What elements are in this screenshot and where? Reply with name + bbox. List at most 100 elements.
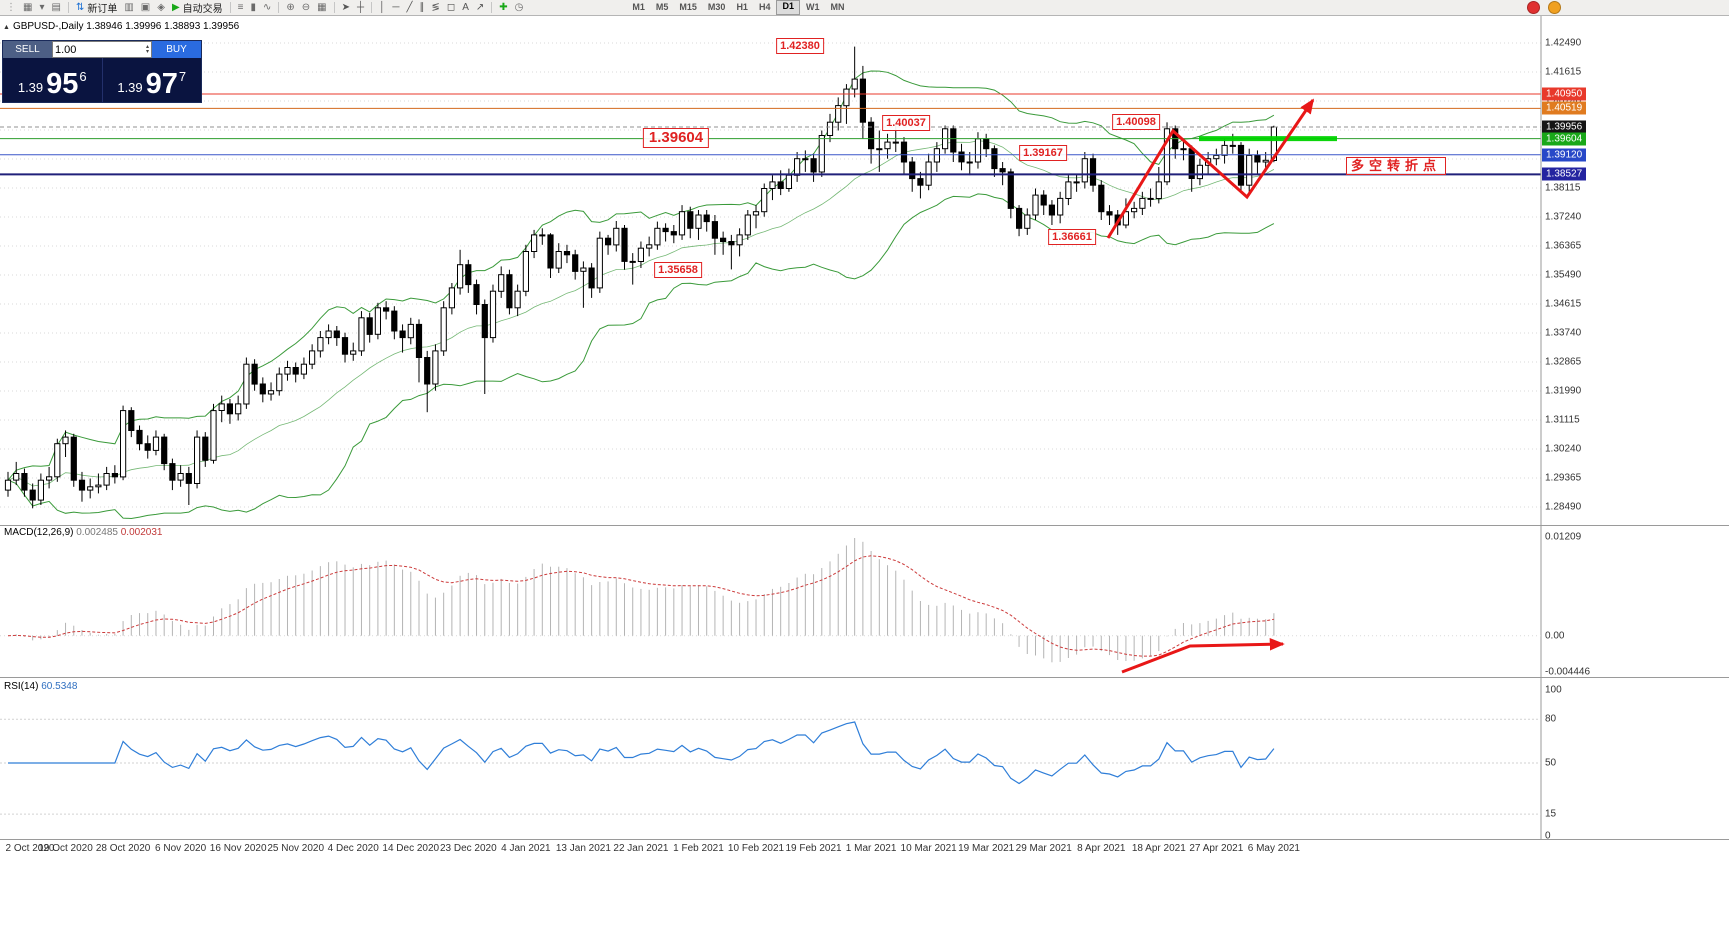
bollinger-upper-band bbox=[7, 70, 1275, 481]
volume-input[interactable]: 1.00 ▴ ▾ bbox=[52, 41, 152, 58]
one-click-controls-row: SELL 1.00 ▴ ▾ BUY bbox=[3, 41, 201, 58]
price-annotation[interactable]: 1.42380 bbox=[776, 38, 824, 54]
profiles-icon[interactable]: ▤ bbox=[48, 1, 63, 15]
news-badge-icon[interactable] bbox=[1548, 1, 1561, 14]
timeframe-m30[interactable]: M30 bbox=[707, 2, 726, 12]
price-annotation[interactable]: 1.36661 bbox=[1048, 229, 1096, 245]
macd-signal-value: 0.002031 bbox=[120, 527, 163, 538]
channel-icon[interactable]: ∥ bbox=[416, 1, 427, 15]
bars-chart-icon: ≡ bbox=[237, 1, 244, 13]
timeframe-h1[interactable]: H1 bbox=[736, 2, 748, 12]
crosshair-icon: ┼ bbox=[357, 1, 365, 13]
toolbar-handle-icon: ⋮ bbox=[6, 1, 16, 13]
macd-main-value: 0.002485 bbox=[76, 527, 118, 538]
timeframe-m5[interactable]: M5 bbox=[655, 2, 669, 12]
one-click-trading-panel: SELL 1.00 ▴ ▾ BUY 1.39 95 6 1.39 97 7 bbox=[2, 40, 202, 103]
buy-price[interactable]: 1.39 97 7 bbox=[103, 58, 202, 102]
sell-price-small: 1.39 bbox=[17, 80, 44, 95]
candles-chart-icon: ▮ bbox=[250, 1, 256, 13]
price-annotation[interactable]: 1.40037 bbox=[882, 115, 930, 131]
timeframe-d1[interactable]: D1 bbox=[776, 0, 800, 15]
volume-down-icon[interactable]: ▾ bbox=[145, 48, 149, 55]
macd-histogram bbox=[15, 538, 1275, 663]
rsi-value: 60.5348 bbox=[41, 681, 78, 692]
toolbar-separator bbox=[229, 2, 231, 13]
new-chart-icon[interactable]: ▦ bbox=[20, 1, 35, 15]
macd-indicator-label: MACD(12,26,9) 0.002485 0.002031 bbox=[4, 527, 162, 538]
price-annotation[interactable]: 1.39167 bbox=[1019, 145, 1067, 161]
crosshair-icon[interactable]: ┼ bbox=[354, 1, 367, 15]
volume-stepper[interactable]: ▴ ▾ bbox=[145, 43, 149, 55]
chart-dropdown-icon[interactable]: ▾ bbox=[36, 1, 47, 15]
navigator-icon: ◈ bbox=[157, 1, 165, 13]
text-annotation[interactable]: 多空转折点 bbox=[1345, 157, 1447, 175]
price-annotation[interactable]: 1.40098 bbox=[1112, 114, 1160, 130]
zoom-out-icon[interactable]: ⊖ bbox=[299, 1, 313, 15]
zoom-in-icon: ⊕ bbox=[286, 1, 295, 13]
timeframe-group: M1 M5 M15 M30 H1 H4 D1 W1 MN bbox=[627, 0, 849, 15]
price-annotation[interactable]: 1.35658 bbox=[654, 262, 702, 278]
toolbar-handle-icon[interactable]: ⋮ bbox=[3, 1, 19, 15]
buy-button[interactable]: BUY bbox=[152, 41, 201, 58]
period-icon[interactable]: ◷ bbox=[512, 1, 527, 15]
trend-arrow[interactable] bbox=[1106, 98, 1315, 239]
timeframe-mn[interactable]: MN bbox=[830, 2, 845, 12]
text-icon[interactable]: A bbox=[459, 1, 472, 15]
zoom-out-icon: ⊖ bbox=[301, 1, 311, 13]
timeframe-m15[interactable]: M15 bbox=[679, 2, 697, 12]
horizontal-line-icon[interactable]: ─ bbox=[389, 1, 402, 15]
rsi-indicator-label: RSI(14) 60.5348 bbox=[4, 681, 77, 692]
alert-badge-icon[interactable] bbox=[1527, 1, 1540, 14]
timeframe-w1[interactable]: W1 bbox=[805, 2, 820, 12]
vertical-line-icon[interactable]: │ bbox=[376, 1, 388, 15]
candles-chart-icon[interactable]: ▮ bbox=[247, 1, 259, 15]
data-window-icon: ▣ bbox=[140, 1, 151, 13]
zoom-in-icon[interactable]: ⊕ bbox=[283, 1, 297, 15]
price-annotation[interactable]: 1.39604 bbox=[642, 128, 710, 148]
toolbar-separator bbox=[491, 2, 493, 13]
line-chart-icon: ∿ bbox=[263, 1, 272, 13]
trendline-icon: ╱ bbox=[406, 1, 413, 13]
sell-price[interactable]: 1.39 95 6 bbox=[3, 58, 103, 102]
trendline-icon[interactable]: ╱ bbox=[403, 1, 415, 15]
indicators-add-icon[interactable]: ✚ bbox=[496, 1, 510, 15]
new-order-button[interactable]: ⇅ 新订单 bbox=[73, 1, 120, 16]
data-window-icon[interactable]: ▣ bbox=[138, 1, 153, 15]
vertical-line-icon: │ bbox=[379, 1, 386, 13]
shapes-icon[interactable]: ◻ bbox=[444, 1, 458, 15]
market-watch-icon[interactable]: ▥ bbox=[121, 1, 136, 15]
fibonacci-icon[interactable]: ≶ bbox=[428, 1, 442, 15]
timeframe-m1[interactable]: M1 bbox=[632, 2, 645, 12]
macd-signal-line bbox=[7, 555, 1274, 657]
buy-price-small: 1.39 bbox=[117, 80, 143, 95]
toolbar: ⋮ ▦ ▾ ▤ ⇅ 新订单 ▥ ▣ ◈ ▶ 自动交易 ≡ ▮ ∿ ⊕ ⊖ ▦ ➤ ┼ │ ─ ╱ ∥ ≶ ◻ A ↗ ✚ ◷ M1 M5 M1… bbox=[0, 0, 1729, 16]
shapes-icon: ◻ bbox=[446, 1, 456, 13]
chart-arrow-icon: ▲ bbox=[3, 24, 10, 31]
cursor-icon[interactable]: ➤ bbox=[339, 1, 353, 15]
new-order-button-icon: ⇅ bbox=[75, 1, 85, 13]
bars-chart-icon[interactable]: ≡ bbox=[235, 1, 247, 15]
arrows-icon[interactable]: ↗ bbox=[473, 1, 487, 15]
new-order-button-label: 新订单 bbox=[87, 4, 118, 15]
main-grid bbox=[0, 42, 1541, 508]
fibonacci-icon: ≶ bbox=[431, 1, 440, 13]
volume-value: 1.00 bbox=[55, 43, 77, 56]
new-chart-icon: ▦ bbox=[23, 1, 33, 13]
trend-arrow[interactable] bbox=[1121, 637, 1285, 674]
toolbar-badges bbox=[1527, 1, 1561, 14]
volume-up-icon[interactable]: ▴ bbox=[145, 43, 149, 50]
buy-price-big: 97 bbox=[145, 68, 178, 101]
text-icon: A bbox=[462, 1, 469, 13]
sell-button[interactable]: SELL bbox=[3, 41, 52, 58]
line-chart-icon[interactable]: ∿ bbox=[260, 1, 274, 15]
tile-windows-icon[interactable]: ▦ bbox=[314, 1, 329, 15]
timeframe-h4[interactable]: H4 bbox=[758, 2, 771, 12]
arrows-icon: ↗ bbox=[475, 1, 485, 13]
navigator-icon[interactable]: ◈ bbox=[154, 1, 168, 15]
sell-price-big: 95 bbox=[46, 68, 79, 101]
one-click-prices-row: 1.39 95 6 1.39 97 7 bbox=[3, 58, 201, 102]
symbol-info: ▲ GBPUSD-,Daily 1.38946 1.39996 1.38893 1… bbox=[3, 21, 239, 32]
auto-trading-button[interactable]: ▶ 自动交易 bbox=[169, 1, 226, 16]
rsi-name: RSI(14) bbox=[4, 681, 39, 692]
